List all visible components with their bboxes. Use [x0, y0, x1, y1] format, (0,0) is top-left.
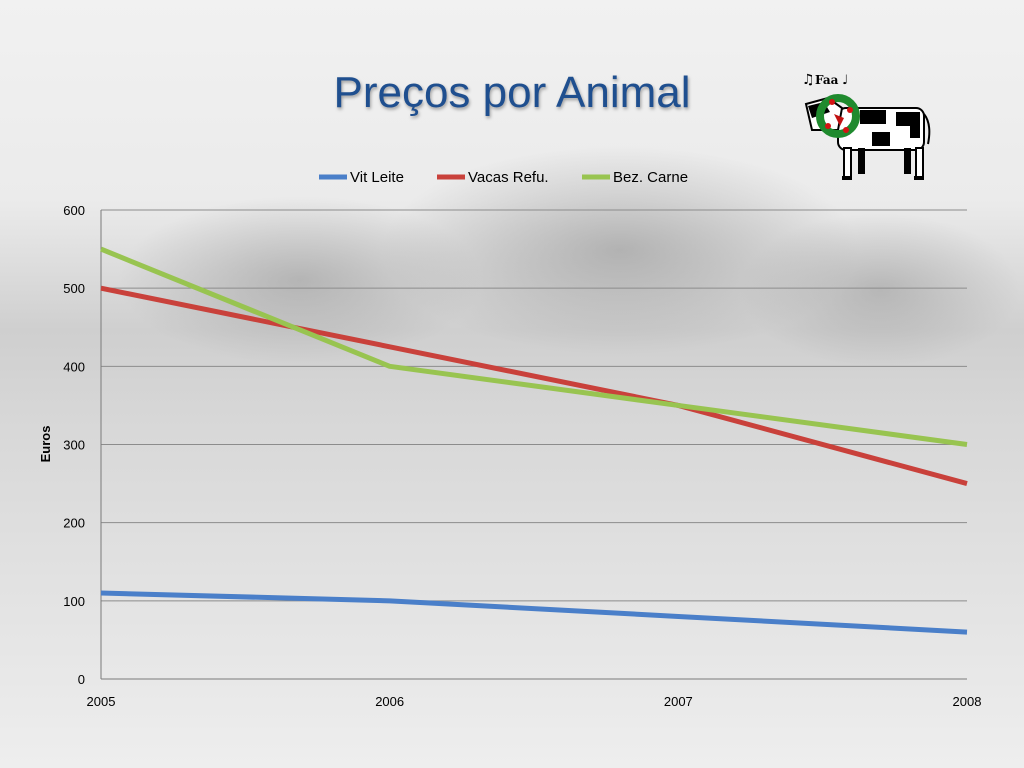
y-tick-label: 0	[78, 672, 85, 687]
legend-label: Bez. Carne	[613, 169, 688, 186]
x-axis-ticks: 2005 2006 2007 2008	[87, 694, 982, 709]
y-tick-label: 600	[63, 203, 85, 218]
x-tick-label: 2007	[664, 694, 693, 709]
cow-logo: ♫ Faa ♩	[802, 72, 931, 180]
y-tick-label: 200	[63, 516, 85, 531]
series-line-1	[100, 285, 968, 486]
series-lines	[100, 246, 968, 635]
y-tick-label: 400	[63, 359, 85, 374]
legend-label: Vacas Refu.	[468, 169, 549, 186]
y-tick-label: 100	[63, 594, 85, 609]
y-axis-ticks: 0 100 200 300 400 500 600	[63, 203, 85, 687]
page-title: Preços por Animal	[333, 68, 691, 117]
chart-legend: Vit Leite Vacas Refu. Bez. Carne	[319, 169, 688, 186]
x-tick-label: 2008	[953, 694, 982, 709]
y-tick-label: 300	[63, 438, 85, 453]
y-tick-label: 500	[63, 281, 85, 296]
y-axis-title: Euros	[38, 426, 53, 463]
music-note-icon-2: ♩	[842, 73, 848, 88]
logo-text: Faa	[815, 73, 839, 87]
music-note-icon: ♫	[802, 72, 815, 88]
series-line-0	[100, 590, 968, 635]
x-tick-label: 2006	[375, 694, 404, 709]
x-tick-label: 2005	[87, 694, 116, 709]
legend-label: Vit Leite	[350, 169, 404, 186]
cow-with-wreath-icon	[804, 94, 931, 180]
series-line-2	[100, 246, 968, 447]
